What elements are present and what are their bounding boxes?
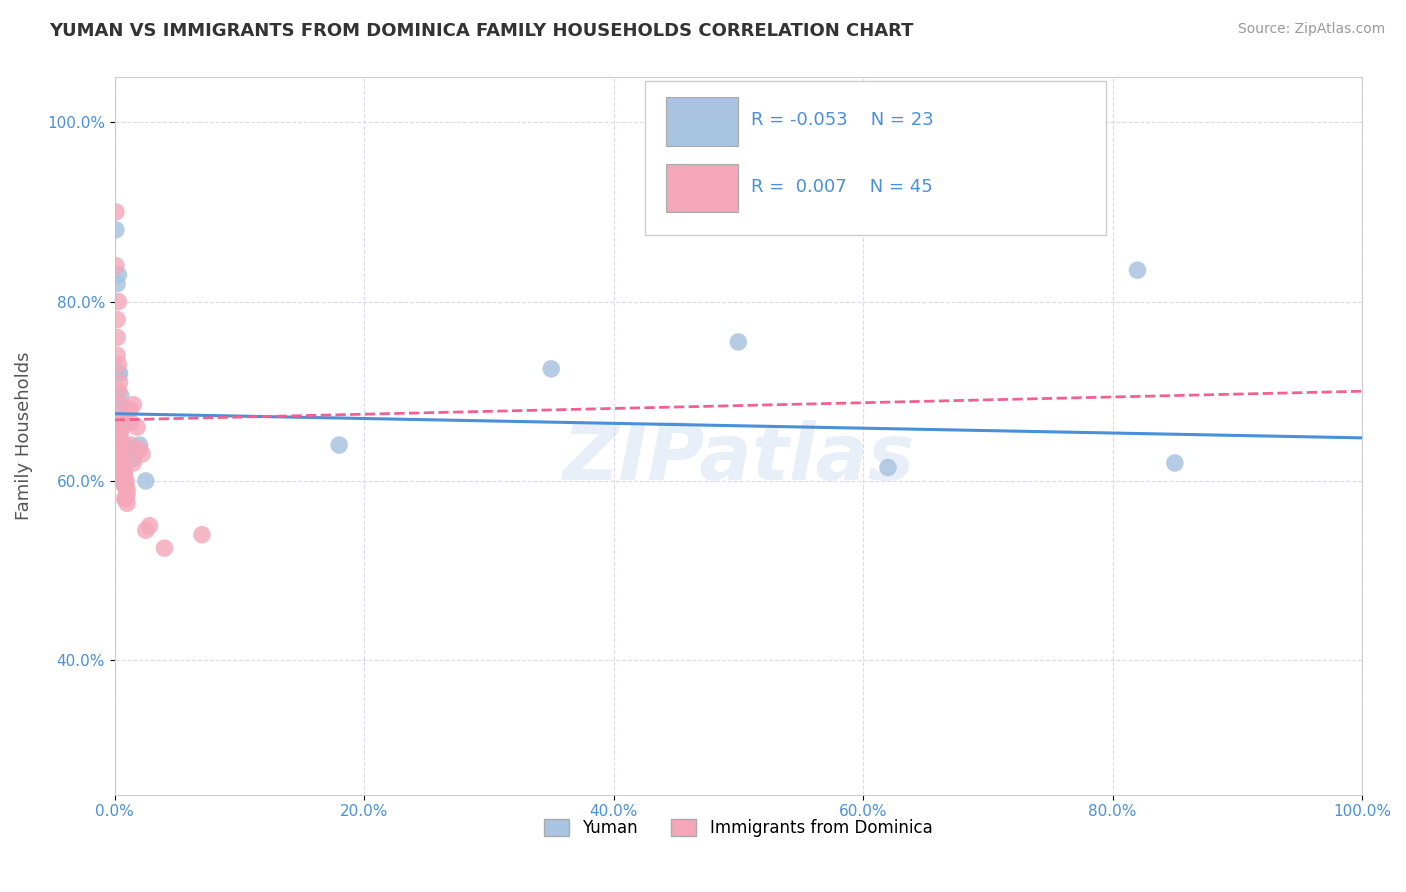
Point <box>115 474 138 488</box>
Point <box>115 496 138 510</box>
Point <box>110 411 132 425</box>
Point <box>111 456 134 470</box>
Point <box>112 474 135 488</box>
Point <box>115 491 138 506</box>
Point <box>191 527 214 541</box>
Point <box>104 223 127 237</box>
Text: YUMAN VS IMMIGRANTS FROM DOMINICA FAMILY HOUSEHOLDS CORRELATION CHART: YUMAN VS IMMIGRANTS FROM DOMINICA FAMILY… <box>49 22 914 40</box>
Point <box>108 367 131 381</box>
Point <box>105 312 128 326</box>
Point <box>110 389 132 403</box>
Point <box>108 398 131 412</box>
Point <box>122 398 145 412</box>
Point <box>118 402 141 417</box>
Point <box>540 361 562 376</box>
Point <box>112 465 135 479</box>
Text: R =  0.007    N = 45: R = 0.007 N = 45 <box>751 178 932 196</box>
Point <box>135 474 157 488</box>
FancyBboxPatch shape <box>666 97 738 145</box>
Point <box>105 277 128 291</box>
Text: R = -0.053    N = 23: R = -0.053 N = 23 <box>751 111 934 128</box>
Point <box>108 416 131 430</box>
Point <box>135 523 157 537</box>
Point <box>118 451 141 466</box>
Point <box>120 438 142 452</box>
Point <box>114 491 136 506</box>
Point <box>115 487 138 501</box>
Point <box>328 438 350 452</box>
FancyBboxPatch shape <box>666 163 738 212</box>
Point <box>107 384 129 399</box>
Point <box>112 460 135 475</box>
Point <box>112 416 135 430</box>
Point <box>114 478 136 492</box>
Point <box>115 447 138 461</box>
Point <box>111 402 134 417</box>
Point <box>111 465 134 479</box>
Point <box>114 469 136 483</box>
Point <box>120 416 142 430</box>
Point <box>111 447 134 461</box>
Text: Source: ZipAtlas.com: Source: ZipAtlas.com <box>1237 22 1385 37</box>
Point <box>1126 263 1149 277</box>
Y-axis label: Family Households: Family Households <box>15 351 32 520</box>
Point <box>114 478 136 492</box>
Point <box>107 294 129 309</box>
Point <box>128 442 150 457</box>
Point <box>727 334 749 349</box>
Point <box>115 478 138 492</box>
Point <box>115 442 138 457</box>
Point <box>153 541 176 556</box>
Point <box>105 330 128 344</box>
Point <box>104 259 127 273</box>
Legend: Yuman, Immigrants from Dominica: Yuman, Immigrants from Dominica <box>537 813 939 844</box>
Point <box>112 456 135 470</box>
Point <box>122 451 145 466</box>
Point <box>110 438 132 452</box>
Point <box>107 367 129 381</box>
Point <box>107 357 129 371</box>
Point <box>125 420 148 434</box>
Point <box>131 447 153 461</box>
Point <box>138 518 160 533</box>
Point <box>110 425 132 439</box>
Point <box>110 420 132 434</box>
Point <box>108 429 131 443</box>
Point <box>108 376 131 390</box>
Point <box>114 465 136 479</box>
Point <box>877 460 900 475</box>
Point <box>105 348 128 362</box>
Point <box>115 483 138 497</box>
Point <box>122 456 145 470</box>
Point <box>1164 456 1187 470</box>
Point <box>128 438 150 452</box>
Point <box>114 438 136 452</box>
Text: ZIPatlas: ZIPatlas <box>562 419 914 496</box>
Point <box>104 205 127 219</box>
Point <box>107 268 129 282</box>
FancyBboxPatch shape <box>645 81 1107 235</box>
Point <box>110 442 132 457</box>
